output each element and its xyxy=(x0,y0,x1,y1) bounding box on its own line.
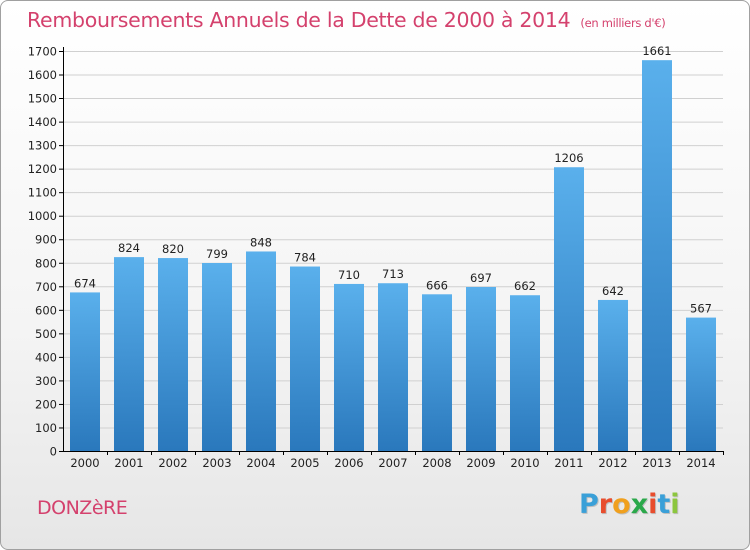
data-label: 1661 xyxy=(642,44,671,58)
logo-letter: i xyxy=(670,489,680,520)
y-tick-label: 1700 xyxy=(28,45,57,59)
x-tick-label: 2006 xyxy=(334,456,363,470)
bar xyxy=(642,60,672,451)
y-tick-label: 700 xyxy=(35,280,57,294)
bar xyxy=(114,257,144,451)
y-tick-label: 1000 xyxy=(28,209,57,223)
data-label: 674 xyxy=(74,276,96,290)
bar xyxy=(422,294,452,451)
y-tick-label: 1400 xyxy=(28,115,57,129)
y-tick-label: 0 xyxy=(50,445,57,459)
data-label: 567 xyxy=(690,302,712,316)
x-tick-label: 2003 xyxy=(202,456,231,470)
bar xyxy=(466,287,496,451)
bar xyxy=(70,292,100,451)
bar xyxy=(334,283,364,451)
title-text: Remboursements Annuels de la Dette de 20… xyxy=(27,8,571,32)
logo-letter: r xyxy=(598,489,613,520)
logo-letter: P xyxy=(579,489,599,520)
data-label: 710 xyxy=(338,268,360,282)
x-axis: 2000 2001 2002 2003 2004 2005 2006 2007 2008 2009… xyxy=(70,451,724,470)
data-label: 824 xyxy=(118,241,140,255)
logo-letter: o xyxy=(612,489,631,520)
commune-name: DONZèRE xyxy=(37,497,128,519)
y-tick-label: 1200 xyxy=(28,162,57,176)
data-label: 642 xyxy=(602,284,624,298)
y-tick-label: 1100 xyxy=(28,186,57,200)
x-tick-label: 2012 xyxy=(598,456,627,470)
bar xyxy=(290,266,320,451)
data-label: 784 xyxy=(294,251,316,265)
y-axis: 0 100 200 300 400 500 600 700 800 900 1000 1100 1200… xyxy=(28,45,63,459)
data-label: 1206 xyxy=(554,151,583,165)
data-label: 697 xyxy=(470,271,492,285)
logo-letter: x xyxy=(630,489,649,520)
x-tick-label: 2009 xyxy=(466,456,495,470)
bar xyxy=(598,299,628,451)
y-tick-label: 1600 xyxy=(28,68,57,82)
y-tick-label: 800 xyxy=(35,256,57,270)
data-label: 662 xyxy=(514,279,536,293)
x-tick-label: 2014 xyxy=(686,456,715,470)
proxiti-logo: Proxiti xyxy=(579,489,680,520)
chart-title: Remboursements Annuels de la Dette de 20… xyxy=(27,8,666,32)
bars xyxy=(70,60,716,451)
bar xyxy=(554,167,584,451)
y-tick-label: 1500 xyxy=(28,92,57,106)
x-tick-label: 2011 xyxy=(554,456,583,470)
logo-letter: t xyxy=(657,489,671,520)
x-tick-label: 2010 xyxy=(510,456,539,470)
y-tick-label: 400 xyxy=(35,350,57,364)
data-label: 820 xyxy=(162,242,184,256)
x-tick-label: 2004 xyxy=(246,456,275,470)
data-label: 799 xyxy=(206,247,228,261)
y-tick-label: 500 xyxy=(35,327,57,341)
bar xyxy=(158,258,188,451)
x-tick-label: 2000 xyxy=(70,456,99,470)
data-label: 666 xyxy=(426,278,448,292)
bar xyxy=(686,317,716,451)
y-tick-label: 200 xyxy=(35,397,57,411)
x-tick-label: 2001 xyxy=(114,456,143,470)
data-labels: 674 824 820 799 848 784 710 713 666 697 662 1206 642… xyxy=(74,44,712,315)
bar xyxy=(246,251,276,451)
x-tick-label: 2008 xyxy=(422,456,451,470)
x-tick-label: 2007 xyxy=(378,456,407,470)
data-label: 713 xyxy=(382,267,404,281)
data-label: 848 xyxy=(250,235,272,249)
y-tick-label: 600 xyxy=(35,303,57,317)
x-tick-label: 2005 xyxy=(290,456,319,470)
x-tick-label: 2002 xyxy=(158,456,187,470)
y-tick-label: 1300 xyxy=(28,139,57,153)
x-tick-label: 2013 xyxy=(642,456,671,470)
chart-subtitle: (en milliers d'€) xyxy=(580,16,666,30)
y-tick-label: 900 xyxy=(35,233,57,247)
y-tick-label: 300 xyxy=(35,374,57,388)
logo-letter: i xyxy=(648,489,658,520)
bar xyxy=(378,283,408,451)
y-tick-label: 100 xyxy=(35,421,57,435)
bar xyxy=(202,263,232,451)
bar xyxy=(510,295,540,451)
